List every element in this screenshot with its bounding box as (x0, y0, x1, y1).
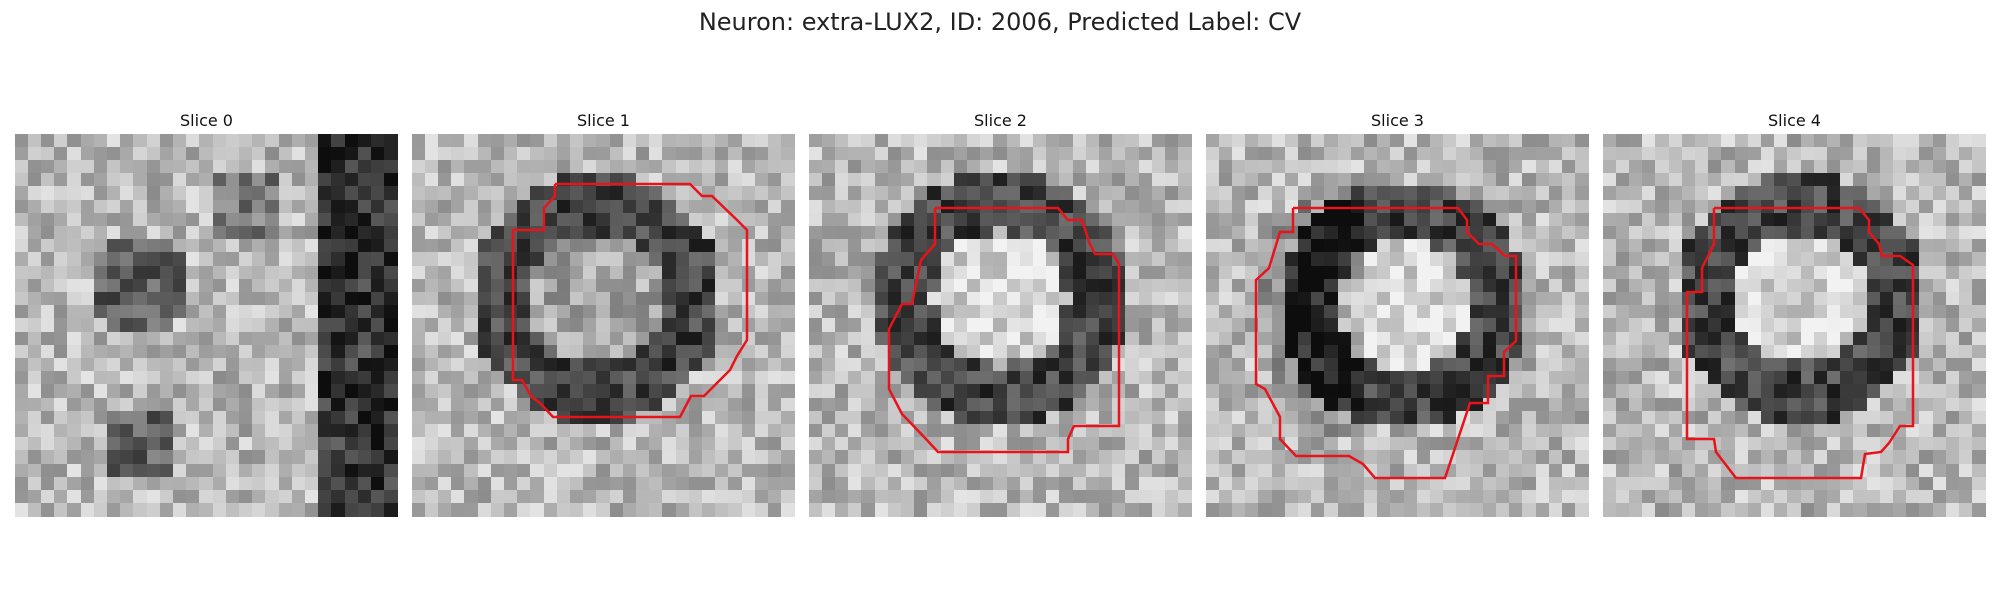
contour-overlay (511, 182, 749, 419)
panel-title: Slice 1 (577, 111, 630, 130)
red-contour (887, 206, 1121, 454)
contour-overlay (1254, 206, 1518, 480)
slice-image (15, 134, 398, 517)
figure-title: Neuron: extra-LUX2, ID: 2006, Predicted … (698, 8, 1302, 36)
panel-slice-1: Slice 1 (411, 110, 796, 517)
panel-slice-4: Slice 4 (1602, 110, 1987, 517)
red-contour (1685, 206, 1915, 480)
grayscale-image (412, 134, 795, 517)
panel-slice-3: Slice 3 (1205, 110, 1590, 517)
panel-slice-0: Slice 0 (14, 110, 399, 517)
contour-overlay (1685, 206, 1915, 480)
panel-title: Slice 0 (180, 111, 233, 130)
slice-image (809, 134, 1192, 517)
slice-image (412, 134, 795, 517)
panel-title: Slice 4 (1768, 111, 1821, 130)
panel-title: Slice 3 (1371, 111, 1424, 130)
panel-title: Slice 2 (974, 111, 1027, 130)
red-contour (1254, 206, 1518, 480)
slice-image (1206, 134, 1589, 517)
slice-image (1603, 134, 1986, 517)
contour-overlay (887, 206, 1121, 454)
grayscale-image (15, 134, 398, 517)
grayscale-image (1603, 134, 1986, 517)
red-contour (511, 182, 749, 419)
panel-slice-2: Slice 2 (808, 110, 1193, 517)
grayscale-image (1206, 134, 1589, 517)
